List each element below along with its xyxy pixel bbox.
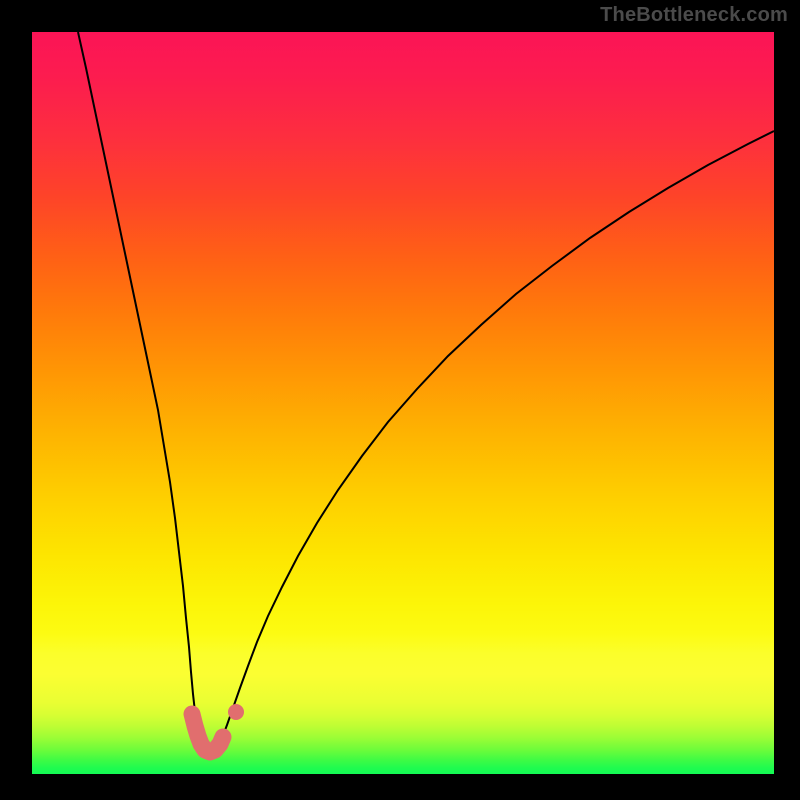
gradient-background [32, 32, 774, 774]
canvas-frame: TheBottleneck.com [0, 0, 800, 800]
chart-plot-area [32, 32, 774, 774]
marker-dot [228, 704, 244, 720]
watermark-text: TheBottleneck.com [600, 4, 788, 27]
chart-svg [32, 32, 774, 774]
